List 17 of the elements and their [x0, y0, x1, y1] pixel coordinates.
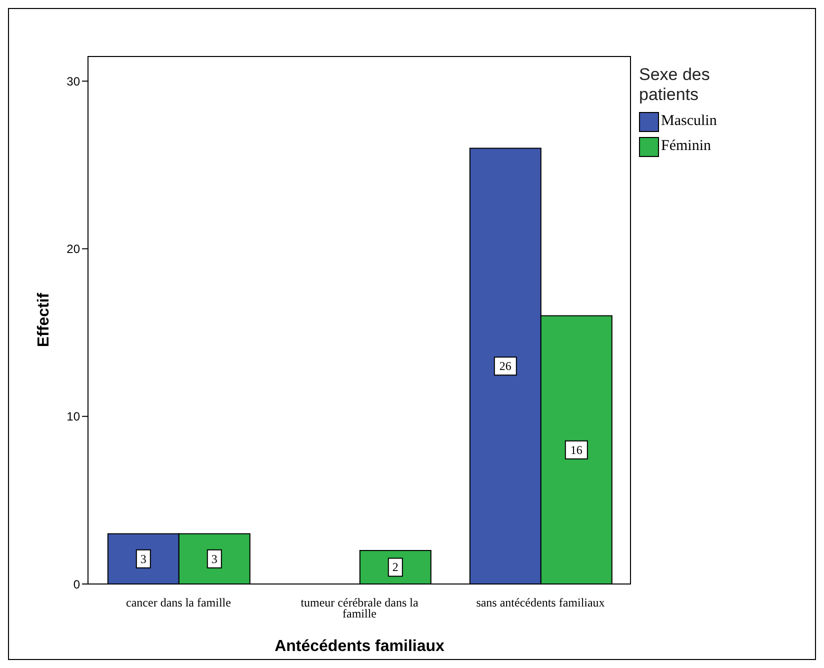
x-tick-label: cancer dans la famille: [126, 596, 231, 610]
data-label: 26: [499, 359, 512, 374]
data-label: 3: [140, 552, 146, 566]
y-tick-label: 30: [66, 74, 80, 88]
y-tick-label: 10: [66, 410, 80, 424]
x-tick-label: tumeur cérébrale dans la famille: [300, 596, 419, 621]
legend-label: Féminin: [661, 138, 712, 155]
y-tick-label: 0: [73, 577, 80, 592]
data-label: 2: [392, 560, 398, 574]
data-label: 16: [570, 442, 582, 457]
x-tick-label: sans antécédents familiaux: [476, 596, 605, 610]
data-label: 3: [211, 552, 218, 566]
x-axis-title: Antécédents familiaux: [274, 638, 445, 655]
legend-label: Masculin: [661, 113, 717, 130]
legend-title: Sexe des patients: [639, 65, 711, 105]
y-tick-label: 20: [66, 242, 80, 256]
y-axis-title: Effectif: [36, 292, 53, 348]
